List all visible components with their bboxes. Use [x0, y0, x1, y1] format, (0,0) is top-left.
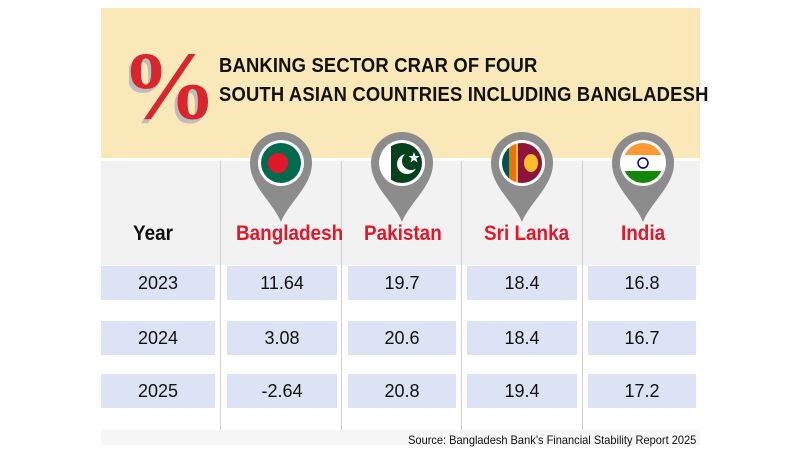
- column-header-sri-lanka: Sri Lanka: [484, 222, 570, 245]
- value-cell: 20.8: [348, 374, 456, 408]
- value-cell: -2.64: [227, 374, 337, 408]
- value-cell: 11.64: [227, 266, 337, 300]
- column-header-india: India: [621, 222, 666, 245]
- value-cell: 18.4: [467, 321, 577, 355]
- value-cell: 16.7: [588, 321, 696, 355]
- sri-lanka-flag-pin-icon: [491, 132, 553, 222]
- source-strip: [101, 430, 700, 445]
- bangladesh-flag-pin-icon: [250, 132, 312, 222]
- svg-text:%: %: [129, 34, 209, 134]
- column-header-pakistan: Pakistan: [364, 222, 442, 245]
- value-cell: 16.8: [588, 266, 696, 300]
- column-divider: [461, 161, 462, 431]
- column-divider: [341, 161, 342, 431]
- column-header-bangladesh: Bangladesh: [236, 222, 344, 245]
- value-cell: 18.4: [467, 266, 577, 300]
- percent-icon: % %: [129, 34, 209, 134]
- chart-title: BANKING SECTOR CRAR OF FOUR SOUTH ASIAN …: [219, 52, 709, 110]
- value-cell: 19.7: [348, 266, 456, 300]
- title-line-1: BANKING SECTOR CRAR OF FOUR: [219, 55, 538, 77]
- year-cell: 2025: [101, 374, 215, 408]
- year-cell: 2024: [101, 321, 215, 355]
- source-note: Source: Bangladesh Bank’s Financial Stab…: [407, 433, 696, 447]
- column-divider: [220, 161, 221, 431]
- value-cell: 17.2: [588, 374, 696, 408]
- pakistan-flag-pin-icon: [371, 132, 433, 222]
- india-flag-pin-icon: [612, 132, 674, 222]
- column-header-year: Year: [133, 222, 173, 245]
- value-cell: 20.6: [348, 321, 456, 355]
- value-cell: 19.4: [467, 374, 577, 408]
- column-divider: [582, 161, 583, 431]
- year-cell: 2023: [101, 266, 215, 300]
- title-line-2: SOUTH ASIAN COUNTRIES INCLUDING BANGLADE…: [219, 84, 709, 106]
- infographic-card: % % BANKING SECTOR CRAR OF FOUR SOUTH AS…: [101, 8, 708, 447]
- value-cell: 3.08: [227, 321, 337, 355]
- svg-text:%: %: [129, 36, 209, 134]
